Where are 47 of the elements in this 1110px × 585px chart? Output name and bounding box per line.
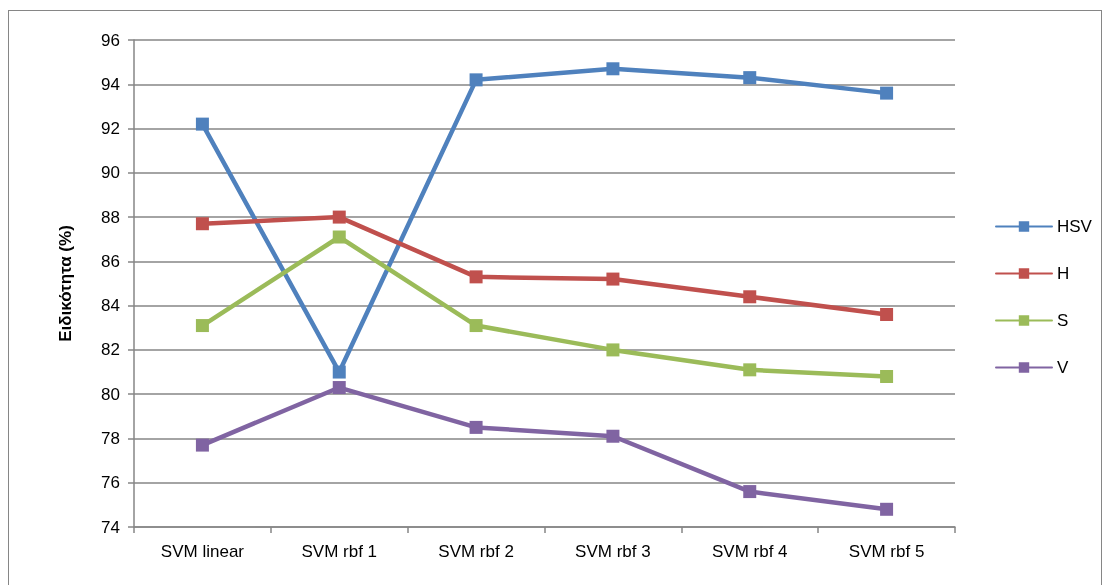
x-tick-label: SVM rbf 3 xyxy=(575,542,651,561)
point xyxy=(195,319,209,333)
y-tick-label: 78 xyxy=(101,428,120,448)
point xyxy=(332,230,346,244)
legend-label: H xyxy=(1057,264,1070,283)
legend-label: S xyxy=(1057,311,1069,330)
point xyxy=(743,363,757,377)
point xyxy=(606,272,620,286)
point xyxy=(880,502,894,516)
y-tick-label: 76 xyxy=(101,473,120,493)
point xyxy=(195,117,209,131)
y-tick-label: 92 xyxy=(101,119,120,139)
y-tick-label: 94 xyxy=(101,74,120,94)
point xyxy=(332,210,346,224)
point xyxy=(743,71,757,85)
point xyxy=(195,438,209,452)
point xyxy=(606,429,620,443)
point xyxy=(606,62,620,76)
point xyxy=(469,73,483,87)
y-tick-label: 74 xyxy=(101,517,120,537)
point xyxy=(880,307,894,321)
x-tick-label: SVM rbf 1 xyxy=(301,542,378,561)
point xyxy=(880,369,894,383)
point xyxy=(880,86,894,100)
point xyxy=(332,381,346,395)
point xyxy=(743,485,757,499)
y-tick-label: 90 xyxy=(101,163,120,183)
y-tick-label: 84 xyxy=(101,296,120,316)
point xyxy=(743,290,757,304)
legend-label: HSV xyxy=(1057,217,1093,236)
point xyxy=(332,365,346,379)
x-tick-label: SVM rbf 2 xyxy=(438,542,514,561)
point xyxy=(469,270,483,284)
x-tick-label: SVM rbf 5 xyxy=(848,542,925,561)
y-tick-label: 86 xyxy=(101,251,120,271)
point xyxy=(469,319,483,333)
y-tick-label: 88 xyxy=(101,207,120,227)
x-tick-label: SVM rbf 4 xyxy=(711,542,788,561)
point xyxy=(195,217,209,231)
y-tick-label: 96 xyxy=(101,30,120,50)
point xyxy=(606,343,620,357)
y-axis-title: Ειδικότητα (%) xyxy=(56,225,75,342)
x-tick-label: SVM linear xyxy=(160,542,245,561)
y-tick-label: 82 xyxy=(101,340,120,360)
point xyxy=(469,420,483,434)
y-tick-label: 80 xyxy=(101,384,120,404)
legend-label: V xyxy=(1057,358,1069,377)
